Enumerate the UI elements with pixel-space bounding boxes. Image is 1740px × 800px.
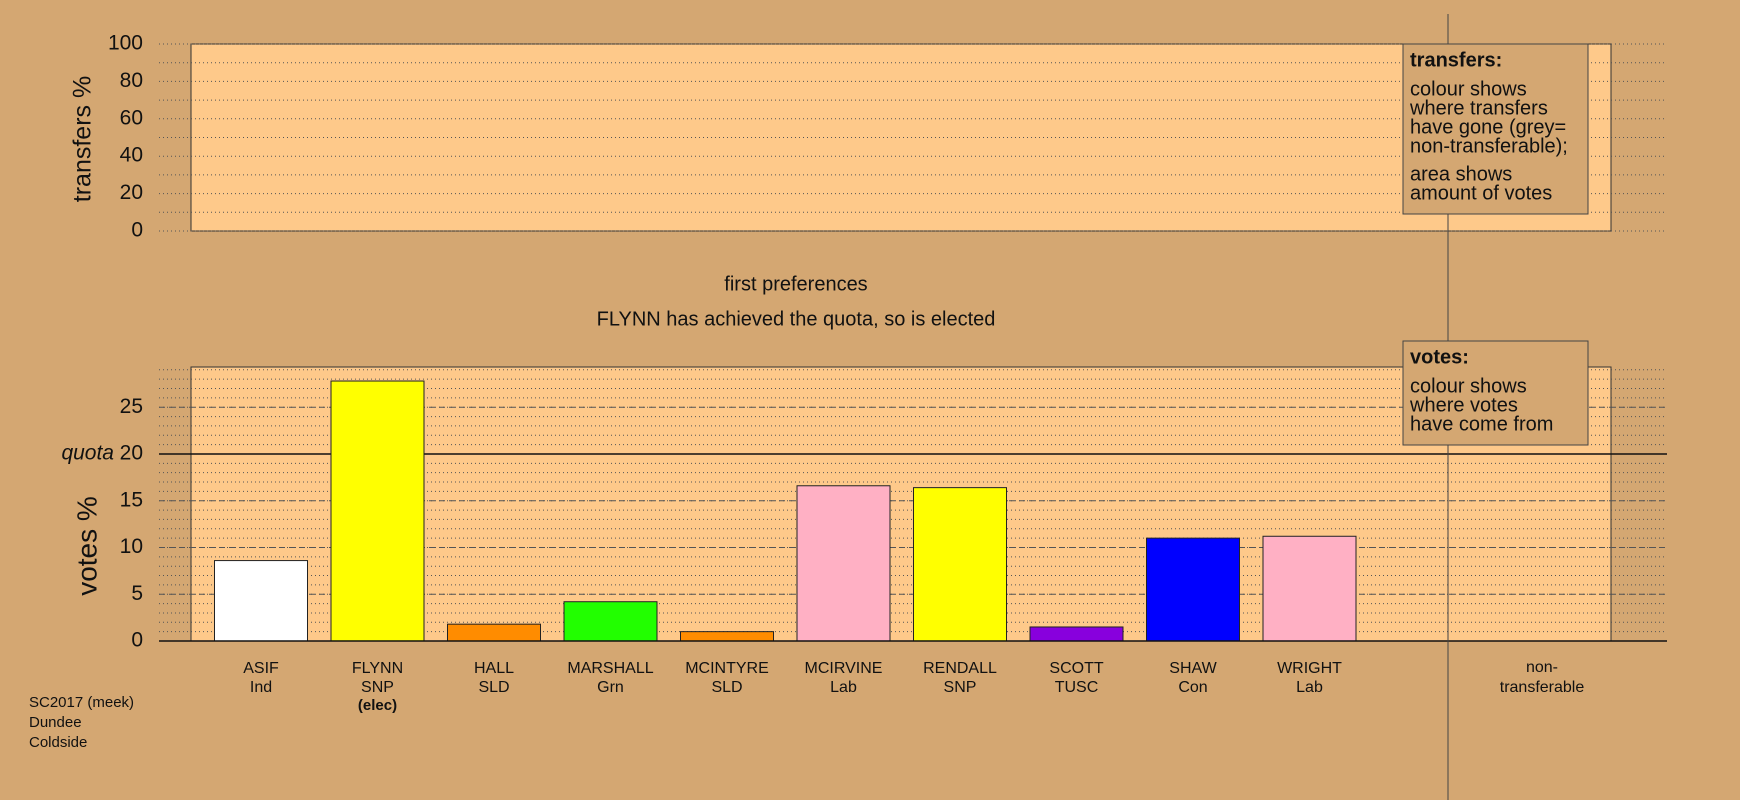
- category-label: FLYNN: [352, 660, 403, 677]
- y-tick-label: 100: [108, 32, 143, 55]
- party-label: SLD: [711, 679, 742, 696]
- y-tick-label: 40: [120, 144, 143, 167]
- legend-text: have come from: [1410, 413, 1553, 435]
- nontransferable-label: transferable: [1500, 679, 1585, 696]
- bar: [1262, 535, 1357, 642]
- party-label: Lab: [830, 679, 857, 696]
- bar: [330, 380, 425, 642]
- legend-text: where transfers: [1409, 97, 1548, 119]
- legend-box: [1402, 340, 1589, 446]
- y-tick-label: 20: [120, 442, 143, 465]
- bar: [680, 631, 774, 642]
- party-label: SLD: [478, 679, 509, 696]
- legend-text: where votes: [1409, 394, 1518, 416]
- y-axis-label: votes %: [71, 496, 102, 596]
- category-label: MARSHALL: [567, 660, 653, 677]
- footer-text: Coldside: [29, 734, 87, 751]
- title: first preferences: [724, 273, 867, 295]
- category-label: WRIGHT: [1277, 660, 1342, 677]
- legend-text: colour shows: [1410, 375, 1527, 397]
- legend-title: transfers:: [1410, 49, 1502, 71]
- party-label: SNP: [361, 679, 394, 696]
- y-tick-label: 5: [131, 582, 143, 605]
- party-label: Lab: [1296, 679, 1323, 696]
- legend-text: non-transferable);: [1410, 135, 1568, 157]
- footer-text: Dundee: [29, 714, 82, 731]
- y-tick-label: 80: [120, 69, 143, 92]
- category-label: ASIF: [243, 660, 279, 677]
- category-label: MCINTYRE: [685, 660, 769, 677]
- party-label: Grn: [597, 679, 624, 696]
- y-tick-label: 60: [120, 106, 143, 129]
- category-label: MCIRVINE: [805, 660, 883, 677]
- y-tick-label: 25: [120, 395, 143, 418]
- bar: [447, 623, 541, 642]
- y-tick-label: 10: [120, 535, 143, 558]
- elected-note: (elec): [358, 697, 397, 714]
- nontransferable-label: non-: [1526, 659, 1558, 676]
- legend-box: [1402, 43, 1589, 215]
- category-label: RENDALL: [923, 660, 997, 677]
- y-tick-label: 20: [120, 181, 143, 204]
- y-tick-label: 0: [131, 219, 143, 242]
- party-label: SNP: [944, 679, 977, 696]
- y-tick-label: 15: [120, 488, 143, 511]
- bar: [1146, 537, 1240, 642]
- plot-area: [190, 366, 1612, 642]
- y-axis-label: transfers %: [69, 76, 97, 202]
- category-label: HALL: [474, 660, 514, 677]
- quota-label: quota: [61, 442, 114, 465]
- party-label: Ind: [250, 679, 272, 696]
- footer-text: SC2017 (meek): [29, 694, 134, 711]
- category-label: SHAW: [1169, 660, 1217, 677]
- bar: [1029, 626, 1124, 642]
- category-label: SCOTT: [1049, 660, 1103, 677]
- bar: [563, 601, 658, 642]
- legend-title: votes:: [1410, 346, 1469, 368]
- bar: [796, 485, 891, 642]
- bar: [913, 487, 1007, 642]
- legend-text: colour shows: [1410, 78, 1527, 100]
- bar: [214, 560, 308, 642]
- legend-text: have gone (grey=: [1410, 116, 1566, 138]
- legend-text: amount of votes: [1410, 182, 1552, 204]
- y-tick-label: 0: [131, 629, 143, 652]
- party-label: TUSC: [1055, 679, 1099, 696]
- party-label: Con: [1178, 679, 1207, 696]
- subtitle: FLYNN has achieved the quota, so is elec…: [597, 308, 996, 330]
- legend-text: area shows: [1410, 163, 1512, 185]
